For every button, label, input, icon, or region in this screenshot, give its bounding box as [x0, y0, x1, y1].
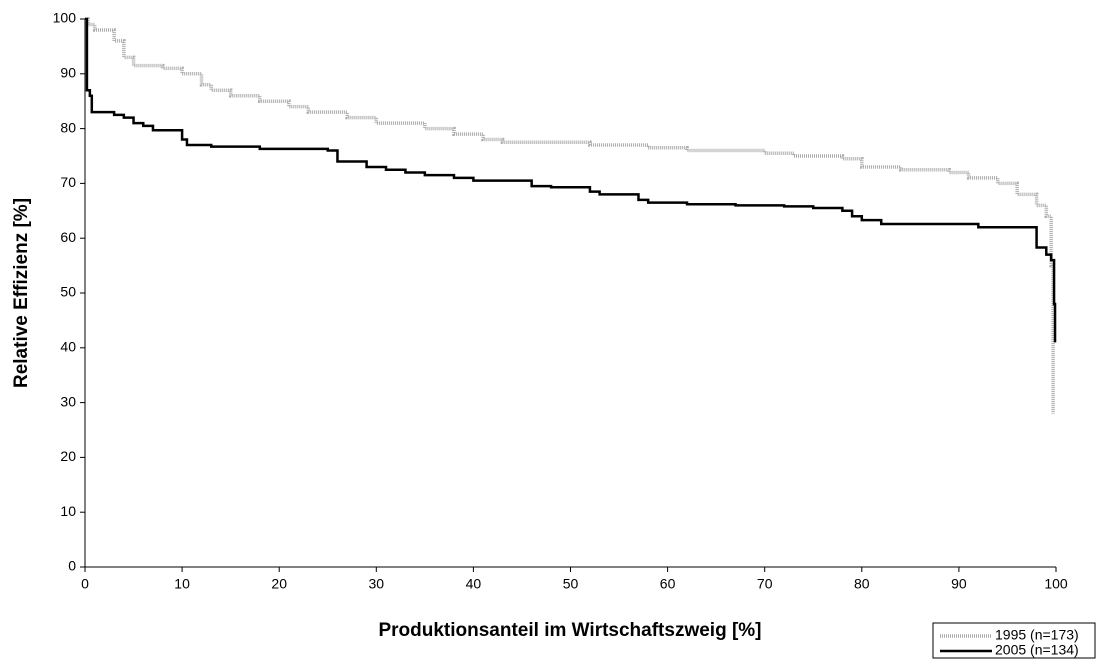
y-tick-label: 90 — [60, 65, 76, 81]
y-tick-label: 10 — [60, 503, 76, 519]
series-line — [85, 17, 1057, 343]
x-tick-label: 90 — [951, 576, 967, 592]
y-tick-label: 20 — [60, 448, 76, 464]
y-tick-label: 40 — [60, 339, 76, 355]
x-tick-label: 50 — [563, 576, 579, 592]
x-tick-label: 100 — [1044, 576, 1068, 592]
y-tick-label: 100 — [53, 10, 77, 26]
x-tick-label: 30 — [369, 576, 385, 592]
series-line — [85, 17, 1055, 414]
y-tick-label: 0 — [68, 558, 76, 574]
x-tick-label: 0 — [81, 576, 89, 592]
y-axis-title: Relative Effizienz [%] — [11, 198, 32, 388]
x-tick-label: 60 — [660, 576, 676, 592]
x-tick-label: 40 — [466, 576, 482, 592]
x-tick-label: 20 — [271, 576, 287, 592]
y-tick-label: 30 — [60, 393, 76, 409]
x-tick-label: 70 — [757, 576, 773, 592]
legend-label: 2005 (n=134) — [995, 642, 1079, 658]
x-tick-label: 80 — [854, 576, 870, 592]
y-tick-label: 70 — [60, 174, 76, 190]
x-axis-title: Produktionsanteil im Wirtschaftszweig [%… — [378, 620, 761, 641]
legend-label: 1995 (n=173) — [995, 627, 1079, 643]
y-tick-label: 50 — [60, 284, 76, 300]
y-tick-label: 80 — [60, 119, 76, 135]
x-tick-label: 10 — [174, 576, 190, 592]
y-tick-label: 60 — [60, 229, 76, 245]
